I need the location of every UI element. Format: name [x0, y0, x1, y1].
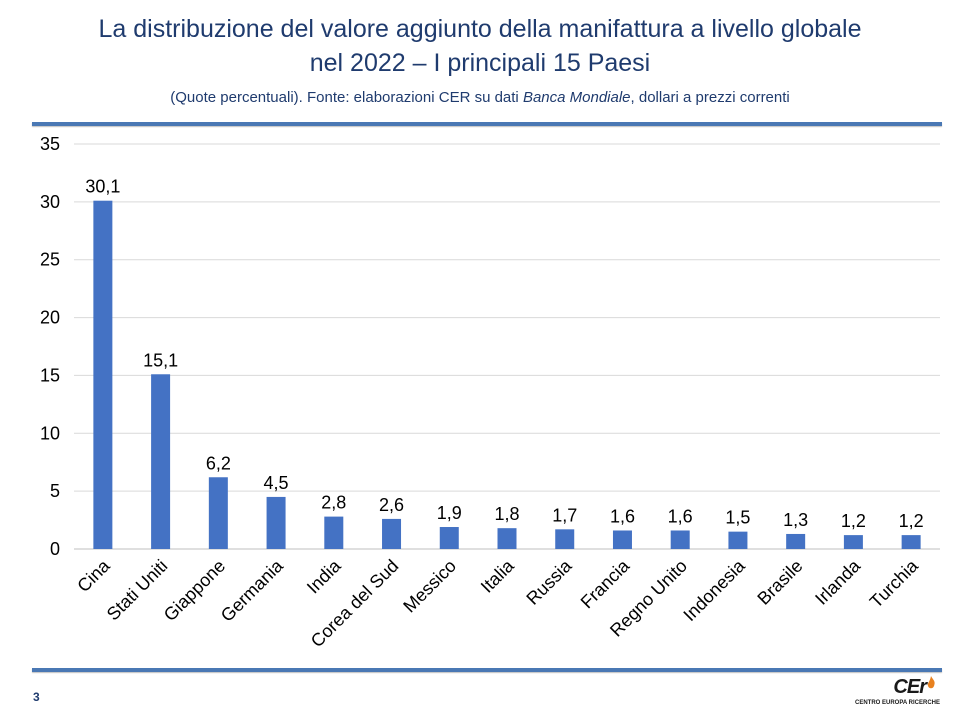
bottom-divider	[32, 668, 942, 672]
bar	[208, 477, 228, 549]
bar	[555, 529, 575, 549]
data-label: 1,6	[610, 506, 635, 526]
bar	[612, 530, 632, 549]
x-tick-label: India	[303, 555, 345, 597]
x-tick-label: Stati Uniti	[103, 556, 172, 625]
slide-title: La distribuzione del valore aggiunto del…	[0, 12, 960, 80]
data-label: 1,2	[841, 511, 866, 531]
y-tick-label: 5	[50, 481, 60, 501]
bar	[266, 496, 286, 549]
bar-chart: 0 5 10 15 20 25 30 35 30,1 Cina 15,1 Stati Uniti 6,2…	[40, 134, 940, 651]
data-label: 1,3	[783, 510, 808, 530]
subtitle-prefix: (Quote percentuali). Fonte: elaborazioni…	[170, 89, 523, 106]
bar	[151, 374, 171, 549]
data-label: 1,6	[668, 506, 693, 526]
bar	[843, 535, 863, 549]
x-tick-label: Cina	[73, 555, 114, 596]
bar	[382, 518, 402, 549]
bar	[497, 528, 517, 549]
subtitle-source: Banca Mondiale	[522, 89, 631, 106]
data-label: 1,5	[725, 508, 750, 528]
bar	[670, 530, 690, 549]
y-tick-label: 15	[40, 365, 60, 385]
bar	[728, 531, 748, 549]
bar	[439, 527, 459, 549]
data-label: 15,1	[143, 350, 178, 370]
x-tick-label: Indonesia	[679, 555, 749, 625]
bar	[324, 516, 344, 549]
data-label: 2,6	[379, 495, 404, 515]
data-label: 1,7	[552, 505, 577, 525]
data-label: 2,8	[321, 493, 346, 513]
slide-title-line1: La distribuzione del valore aggiunto del…	[98, 15, 862, 43]
data-label: 1,2	[899, 511, 924, 531]
y-tick-label: 0	[50, 539, 60, 559]
data-label: 30,1	[85, 177, 120, 197]
x-tick-label: Italia	[477, 555, 519, 597]
x-tick-label: Turchia	[866, 555, 923, 612]
page-number: 3	[33, 690, 40, 704]
y-tick-label: 20	[40, 308, 60, 328]
logo-flame-icon	[927, 676, 935, 689]
slide-subtitle: (Quote percentuali). Fonte: elaborazioni…	[0, 88, 960, 108]
x-tick-label: Russia	[523, 555, 577, 609]
x-tick-label: Irlanda	[811, 555, 865, 609]
y-tick-label: 25	[40, 250, 60, 270]
subtitle-suffix: , dollari a prezzi correnti	[630, 89, 790, 106]
y-tick-label: 35	[40, 134, 60, 154]
slide-title-line2: nel 2022 – I principali 15 Paesi	[309, 49, 651, 77]
x-tick-label: Germania	[217, 555, 288, 626]
x-tick-label: Brasile	[753, 556, 806, 609]
data-label: 1,8	[494, 504, 519, 524]
bar	[786, 533, 806, 549]
data-label: 6,2	[206, 453, 231, 473]
logo-mark: CEr	[893, 676, 927, 698]
data-label: 4,5	[264, 473, 289, 493]
data-label: 1,9	[437, 503, 462, 523]
x-tick-label: Messico	[399, 556, 460, 617]
y-tick-label: 30	[40, 192, 60, 212]
logo-text: CENTRO EUROPA RICERCHE	[854, 700, 940, 706]
x-tick-label: Francia	[577, 555, 634, 612]
y-tick-label: 10	[40, 423, 60, 443]
bar	[901, 535, 921, 549]
bar	[93, 200, 113, 549]
top-divider	[32, 122, 942, 126]
cer-logo: CEr CENTRO EUROPA RICERCHE	[854, 676, 940, 710]
